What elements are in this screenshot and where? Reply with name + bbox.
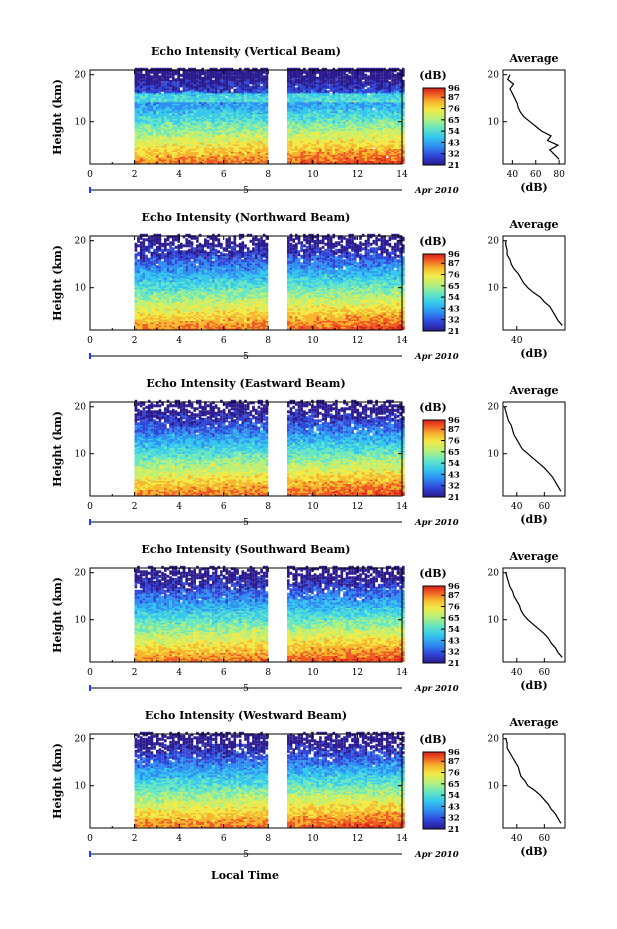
echo-cell: [169, 90, 172, 93]
echo-cell: [143, 74, 146, 77]
echo-cell: [185, 89, 188, 92]
echo-cell: [140, 96, 143, 99]
echo-cell: [137, 95, 140, 98]
echo-cell: [169, 141, 172, 144]
echo-cell: [169, 80, 172, 83]
echo-cell: [159, 117, 162, 120]
echo-cell: [185, 92, 188, 95]
echo-cell: [172, 77, 175, 80]
echo-cell: [161, 93, 164, 96]
echo-cell: [177, 81, 180, 84]
figure: Echo Intensity (Vertical Beam)0 2 4 6 8 10 12 1…: [0, 0, 617, 929]
echo-cell: [143, 78, 146, 81]
echo-cell: [159, 120, 162, 123]
echo-cell: [164, 81, 167, 84]
echo-cell: [137, 81, 140, 84]
echo-cell: [159, 141, 162, 144]
echo-cell: [172, 81, 175, 84]
echo-cell: [156, 98, 159, 101]
echo-cell: [151, 102, 154, 105]
echo-cell: [167, 155, 170, 158]
echo-cell: [191, 120, 194, 123]
echo-cell: [143, 89, 146, 92]
echo-cell: [151, 75, 154, 78]
echo-cell: [180, 90, 183, 93]
echo-cell: [167, 83, 170, 86]
panel-1: Echo Intensity (Vertical Beam)0 2 4 6 8 10 12 1…: [51, 45, 565, 196]
echo-cell: [143, 107, 146, 110]
echo-cell: [151, 89, 154, 92]
echo-cell: [159, 87, 162, 90]
echo-cell: [185, 80, 188, 83]
echo-cell: [169, 87, 172, 90]
echo-cell: [137, 140, 140, 143]
echo-cell: [143, 83, 146, 86]
echo-cell: [169, 75, 172, 78]
echo-cell: [148, 111, 151, 114]
echo-cell: [180, 74, 183, 77]
echo-cell: [156, 78, 159, 81]
echo-cell: [156, 93, 159, 96]
echo-cell: [159, 83, 162, 86]
echo-heatmap: [135, 68, 405, 164]
echo-cell: [169, 95, 172, 98]
echo-cell: [164, 99, 167, 102]
echo-cell: [137, 72, 140, 75]
echo-cell: [140, 89, 143, 92]
echo-cell: [161, 78, 164, 81]
echo-cell: [180, 78, 183, 81]
echo-cell: [169, 72, 172, 75]
echo-cell: [140, 74, 143, 77]
echo-cell: [169, 145, 172, 148]
echo-cell: [145, 77, 148, 80]
echo-cell: [140, 116, 143, 119]
echo-cell: [183, 92, 186, 95]
echo-cell: [167, 75, 170, 78]
echo-cell: [140, 83, 143, 86]
echo-cell: [153, 80, 156, 83]
echo-cell: [175, 78, 178, 81]
echo-cell: [156, 155, 159, 158]
echo-cell: [148, 74, 151, 77]
echo-cell: [159, 99, 162, 102]
panel-title: Echo Intensity (Vertical Beam): [151, 45, 341, 58]
echo-cell: [188, 72, 191, 75]
echo-cell: [151, 143, 154, 146]
echo-cell: [140, 80, 143, 83]
echo-cell: [135, 116, 138, 119]
echo-cell: [167, 122, 170, 125]
echo-cell: [183, 119, 186, 122]
echo-cell: [167, 90, 170, 93]
echo-cell: [185, 135, 188, 138]
echo-cell: [167, 108, 170, 111]
echo-cell: [145, 95, 148, 98]
echo-cell: [175, 83, 178, 86]
echo-cell: [159, 75, 162, 78]
echo-cell: [188, 92, 191, 95]
echo-cell: [177, 114, 180, 117]
echo-cell: [169, 149, 172, 152]
echo-cell: [161, 81, 164, 84]
echo-cell: [143, 92, 146, 95]
echo-cell: [164, 84, 167, 87]
echo-cell: [153, 98, 156, 101]
echo-cell: [169, 99, 172, 102]
